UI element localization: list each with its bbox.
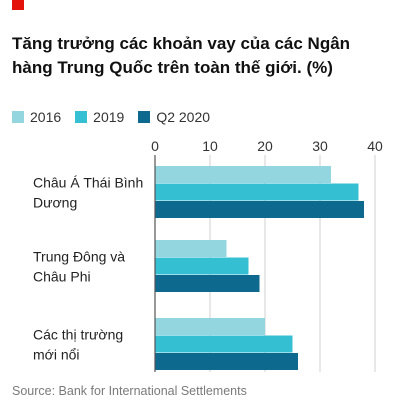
legend-swatch-q2-2020 — [138, 111, 151, 123]
bar-2-2019 — [155, 257, 249, 275]
accent-mark — [12, 0, 24, 10]
legend-label-2016: 2016 — [30, 109, 62, 125]
bar-1-2019 — [155, 183, 359, 201]
legend-label-q2-2020: Q2 2020 — [156, 109, 211, 125]
bar-1-q2-2020 — [155, 201, 364, 218]
bar-3-2019 — [155, 335, 293, 353]
legend-swatch-2019 — [75, 111, 88, 123]
x-tick-label-0: 0 — [151, 138, 159, 154]
legend-swatch-2016 — [12, 111, 24, 123]
category-label-1-line-1: Châu Á Thái Bình — [33, 174, 143, 190]
bar-2-2016 — [155, 240, 227, 257]
x-tick-label-10: 10 — [202, 138, 218, 154]
x-tick-label-30: 30 — [312, 138, 328, 154]
category-label-3-line-2: mới nổi — [33, 346, 80, 362]
category-label-3-line-1: Các thị trường — [33, 326, 123, 342]
chart-title: Tăng trưởng các khoản vay của các Ngân h… — [12, 34, 351, 77]
bar-2-q2-2020 — [155, 275, 260, 292]
source-note: Source: Bank for International Settlemen… — [12, 384, 247, 398]
bar-3-q2-2020 — [155, 353, 298, 370]
category-label-2-line-1: Trung Đông và — [33, 248, 125, 264]
category-label-1-line-2: Dương — [33, 194, 77, 210]
x-tick-label-20: 20 — [257, 138, 273, 154]
bar-1-2016 — [155, 166, 331, 183]
legend: 2016 2019 Q2 2020 — [12, 107, 224, 127]
legend-item-2019: 2019 — [75, 109, 124, 125]
category-label-2-line-2: Châu Phi — [33, 268, 91, 284]
bar-chart: 0 10 20 30 40 Châu Á Thái Bình Dương Trung Đông… — [33, 138, 383, 372]
legend-item-q2-2020: Q2 2020 — [138, 109, 210, 125]
legend-item-2016: 2016 — [12, 109, 61, 125]
legend-label-2019: 2019 — [93, 109, 125, 125]
x-tick-label-40: 40 — [367, 138, 383, 154]
bar-3-2016 — [155, 318, 265, 335]
